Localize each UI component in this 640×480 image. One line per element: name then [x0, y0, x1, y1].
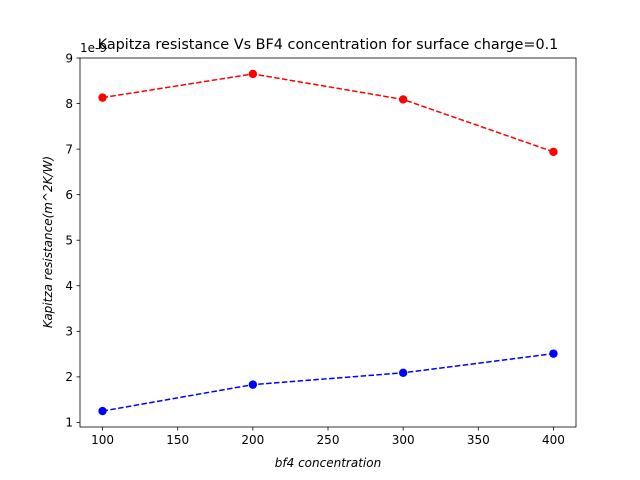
series-2-point-3 — [398, 368, 408, 377]
x-tick-label: 350 — [467, 433, 490, 447]
x-axis-label: bf4 concentration — [275, 456, 381, 470]
series-1-point-3 — [398, 95, 408, 104]
series-1-point-1 — [98, 93, 107, 102]
y-tick-label: 4 — [65, 279, 73, 293]
x-tick-label: 300 — [392, 433, 415, 447]
x-tick-label: 200 — [241, 433, 264, 447]
plot-area: 100 150 200 250 300 350 400 1 2 3 4 5 6 7 8 9 — [65, 51, 577, 447]
y-tick-label: 2 — [65, 370, 73, 384]
y-tick-label: 6 — [65, 188, 73, 202]
series-2-point-4 — [549, 349, 558, 358]
chart-title: Kapitza resistance Vs BF4 concentration … — [98, 37, 559, 53]
x-tick-label: 150 — [166, 433, 189, 447]
series-1-line — [102, 73, 554, 153]
y-tick-label: 9 — [65, 51, 73, 65]
y-axis-offset-label: 1e-9 — [80, 41, 107, 55]
y-tick-label: 8 — [65, 97, 73, 111]
series-1-point-4 — [549, 147, 558, 157]
x-tick-label: 400 — [542, 433, 565, 447]
x-tick-label: 100 — [91, 433, 114, 447]
y-axis-label: Kapitza resistance(m^2K/W) — [41, 156, 55, 328]
x-tick-label: 250 — [317, 433, 340, 447]
y-tick-label: 3 — [65, 325, 73, 339]
y-tick-label: 7 — [65, 142, 73, 156]
y-tick-label: 5 — [65, 234, 73, 248]
y-tick-label: 1 — [65, 416, 73, 430]
plot-frame — [79, 57, 577, 428]
series-2-point-2 — [248, 380, 258, 389]
series-2-line — [102, 352, 554, 412]
series-2-point-1 — [98, 406, 107, 416]
series-1-point-2 — [248, 69, 258, 79]
